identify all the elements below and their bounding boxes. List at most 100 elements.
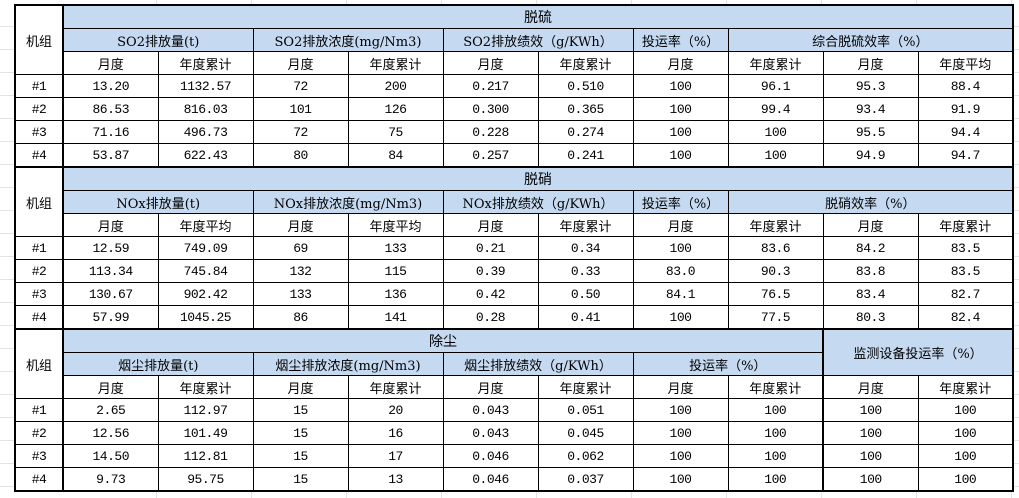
value-cell[interactable]: 0.365 <box>537 97 634 121</box>
subcolumn-header[interactable]: 年度累计 <box>727 213 824 237</box>
subcolumn-header[interactable]: 年度平均 <box>347 213 444 237</box>
value-cell[interactable]: 99.4 <box>727 97 824 121</box>
subcolumn-header[interactable]: 年度平均 <box>157 213 254 237</box>
value-cell[interactable]: 53.87 <box>62 143 159 168</box>
value-cell[interactable]: 133 <box>347 236 444 260</box>
value-cell[interactable]: 2.65 <box>62 398 159 422</box>
subcolumn-header[interactable]: 月度 <box>442 375 539 399</box>
value-cell[interactable]: 0.043 <box>442 398 539 422</box>
value-cell[interactable]: 100 <box>632 444 729 468</box>
value-cell[interactable]: 86 <box>252 305 349 330</box>
value-cell[interactable]: 100 <box>632 421 729 445</box>
subcolumn-header[interactable]: 年度累计 <box>157 51 254 75</box>
subcolumn-header[interactable]: 月度 <box>252 51 349 75</box>
value-cell[interactable]: 130.67 <box>62 282 159 306</box>
value-cell[interactable]: 83.4 <box>822 282 919 306</box>
unit-cell[interactable]: #2 <box>14 421 64 445</box>
value-cell[interactable]: 749.09 <box>157 236 254 260</box>
value-cell[interactable]: 100 <box>727 120 824 144</box>
value-cell[interactable]: 84 <box>347 143 444 168</box>
group-header[interactable]: 投运率（%） <box>632 28 729 52</box>
subcolumn-header[interactable]: 年度累计 <box>537 213 634 237</box>
group-header[interactable]: SO2排放量(t) <box>62 28 254 52</box>
value-cell[interactable]: 20 <box>347 398 444 422</box>
value-cell[interactable]: 95.3 <box>822 74 919 98</box>
subcolumn-header[interactable]: 年度累计 <box>727 51 824 75</box>
value-cell[interactable]: 12.56 <box>62 421 159 445</box>
subcolumn-header[interactable]: 年度累计 <box>727 375 824 399</box>
value-cell[interactable]: 100 <box>727 444 824 468</box>
value-cell[interactable]: 141 <box>347 305 444 330</box>
value-cell[interactable]: 0.037 <box>537 467 634 492</box>
unit-column-header[interactable]: 机组 <box>14 166 64 237</box>
value-cell[interactable]: 0.274 <box>537 120 634 144</box>
value-cell[interactable]: 84.2 <box>822 236 919 260</box>
subcolumn-header[interactable]: 月度 <box>442 51 539 75</box>
value-cell[interactable]: 100 <box>727 143 824 168</box>
value-cell[interactable]: 126 <box>347 97 444 121</box>
value-cell[interactable]: 745.84 <box>157 259 254 283</box>
value-cell[interactable]: 0.300 <box>442 97 539 121</box>
value-cell[interactable]: 15 <box>252 467 349 492</box>
value-cell[interactable]: 94.4 <box>917 120 1014 144</box>
value-cell[interactable]: 94.7 <box>917 143 1014 168</box>
value-cell[interactable]: 0.228 <box>442 120 539 144</box>
value-cell[interactable]: 100 <box>917 444 1014 468</box>
group-header[interactable]: 投运率（%） <box>632 190 729 214</box>
value-cell[interactable]: 113.34 <box>62 259 159 283</box>
value-cell[interactable]: 86.53 <box>62 97 159 121</box>
value-cell[interactable]: 622.43 <box>157 143 254 168</box>
subcolumn-header[interactable]: 月度 <box>62 213 159 237</box>
value-cell[interactable]: 100 <box>632 120 729 144</box>
value-cell[interactable]: 496.73 <box>157 120 254 144</box>
value-cell[interactable]: 91.9 <box>917 97 1014 121</box>
value-cell[interactable]: 76.5 <box>727 282 824 306</box>
group-header[interactable]: 脱硝效率（%） <box>727 190 1014 214</box>
value-cell[interactable]: 0.510 <box>537 74 634 98</box>
value-cell[interactable]: 0.41 <box>537 305 634 330</box>
value-cell[interactable]: 0.33 <box>537 259 634 283</box>
unit-cell[interactable]: #1 <box>14 74 64 98</box>
value-cell[interactable]: 57.99 <box>62 305 159 330</box>
group-header[interactable]: 烟尘排放绩效（g/KWh） <box>442 352 634 376</box>
group-header[interactable]: 投运率（%） <box>632 352 824 376</box>
subcolumn-header[interactable]: 年度累计 <box>347 51 444 75</box>
value-cell[interactable]: 84.1 <box>632 282 729 306</box>
subcolumn-header[interactable]: 月度 <box>62 51 159 75</box>
value-cell[interactable]: 9.73 <box>62 467 159 492</box>
value-cell[interactable]: 15 <box>252 444 349 468</box>
value-cell[interactable]: 93.4 <box>822 97 919 121</box>
unit-cell[interactable]: #2 <box>14 259 64 283</box>
value-cell[interactable]: 15 <box>252 398 349 422</box>
value-cell[interactable]: 100 <box>632 143 729 168</box>
value-cell[interactable]: 82.7 <box>917 282 1014 306</box>
unit-cell[interactable]: #4 <box>14 467 64 492</box>
value-cell[interactable]: 96.1 <box>727 74 824 98</box>
value-cell[interactable]: 0.39 <box>442 259 539 283</box>
unit-cell[interactable]: #4 <box>14 143 64 168</box>
value-cell[interactable]: 112.97 <box>157 398 254 422</box>
value-cell[interactable]: 80 <box>252 143 349 168</box>
unit-cell[interactable]: #1 <box>14 236 64 260</box>
value-cell[interactable]: 13.20 <box>62 74 159 98</box>
value-cell[interactable]: 100 <box>632 467 729 492</box>
value-cell[interactable]: 136 <box>347 282 444 306</box>
value-cell[interactable]: 83.5 <box>917 259 1014 283</box>
unit-cell[interactable]: #3 <box>14 444 64 468</box>
value-cell[interactable]: 100 <box>822 444 919 468</box>
subcolumn-header[interactable]: 月度 <box>252 213 349 237</box>
value-cell[interactable]: 0.217 <box>442 74 539 98</box>
subcolumn-header[interactable]: 年度累计 <box>537 375 634 399</box>
group-header[interactable]: 监测设备投运率（%） <box>821 328 1014 376</box>
value-cell[interactable]: 101 <box>252 97 349 121</box>
value-cell[interactable]: 90.3 <box>727 259 824 283</box>
value-cell[interactable]: 0.34 <box>537 236 634 260</box>
group-header[interactable]: SO2排放绩效（g/KWh） <box>442 28 634 52</box>
value-cell[interactable]: 100 <box>632 236 729 260</box>
value-cell[interactable]: 95.5 <box>822 120 919 144</box>
unit-cell[interactable]: #3 <box>14 120 64 144</box>
value-cell[interactable]: 75 <box>347 120 444 144</box>
unit-cell[interactable]: #4 <box>14 305 64 330</box>
value-cell[interactable]: 100 <box>632 398 729 422</box>
value-cell[interactable]: 0.043 <box>442 421 539 445</box>
